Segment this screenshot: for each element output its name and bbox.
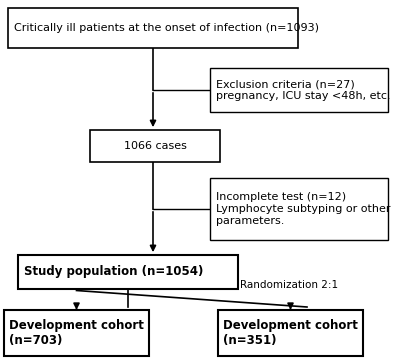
Text: Exclusion criteria (n=27)
pregnancy, ICU stay <48h, etc.: Exclusion criteria (n=27) pregnancy, ICU…: [216, 79, 391, 101]
Text: Development cohort
(n=351): Development cohort (n=351): [223, 319, 358, 347]
Text: Incomplete test (n=12)
Lymphocyte subtyping or other
parameters.: Incomplete test (n=12) Lymphocyte subtyp…: [216, 193, 390, 226]
Text: Study population (n=1054): Study population (n=1054): [24, 265, 203, 278]
FancyBboxPatch shape: [210, 68, 388, 112]
Text: Critically ill patients at the onset of infection (n=1093): Critically ill patients at the onset of …: [14, 23, 319, 33]
FancyBboxPatch shape: [210, 178, 388, 240]
FancyBboxPatch shape: [90, 130, 220, 162]
Text: Development cohort
(n=703): Development cohort (n=703): [9, 319, 144, 347]
FancyBboxPatch shape: [8, 8, 298, 48]
FancyBboxPatch shape: [218, 310, 363, 356]
Text: Randomization 2:1: Randomization 2:1: [240, 280, 338, 290]
FancyBboxPatch shape: [4, 310, 149, 356]
Text: 1066 cases: 1066 cases: [124, 141, 186, 151]
FancyBboxPatch shape: [18, 255, 238, 289]
